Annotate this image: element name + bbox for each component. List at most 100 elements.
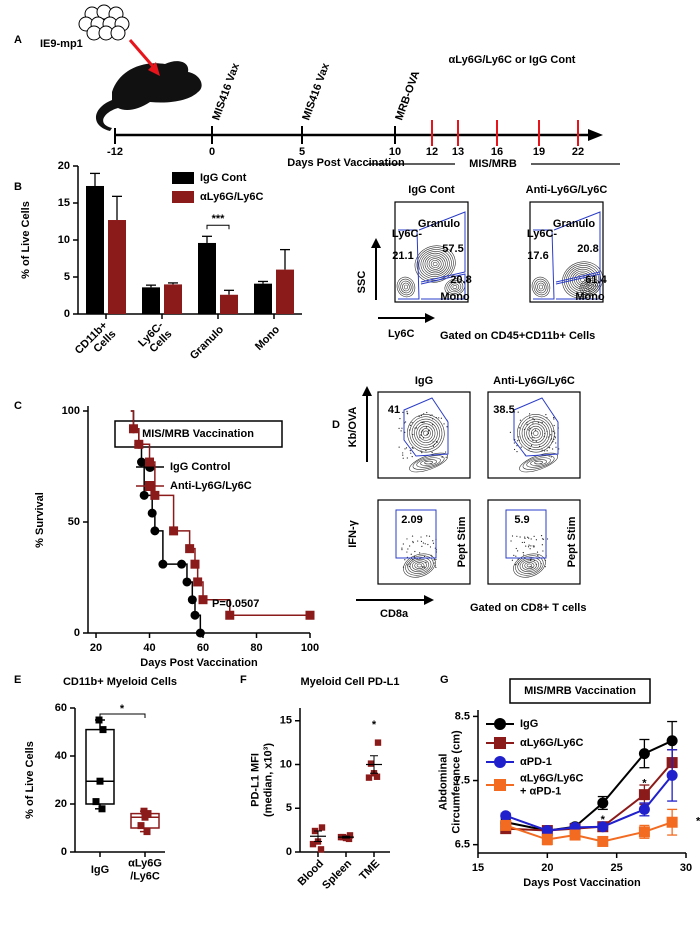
event-dot [419, 552, 421, 554]
event-dot [427, 543, 429, 546]
event-dot [438, 417, 440, 419]
contour [581, 280, 599, 294]
event-dot [541, 421, 543, 423]
y-tick-label: 0 [64, 308, 70, 320]
flow-column-title: IgG [415, 375, 433, 387]
y-tick-label: 15 [280, 715, 292, 727]
significance: *** [212, 213, 226, 225]
contour [522, 455, 555, 470]
gate-value: 41 [388, 404, 400, 416]
event-dot [402, 543, 404, 545]
event-dot [433, 559, 435, 561]
legend-label: αLy6G/Ly6C [200, 191, 263, 203]
event-dot [402, 452, 404, 454]
x-tick-label: 25 [611, 862, 623, 874]
contour-plot [531, 276, 551, 298]
side-label: Pept Stim [566, 516, 578, 567]
contour-plot [407, 414, 445, 453]
chart-title: MIS/MRB Vaccination [524, 685, 636, 697]
event-dot [409, 450, 411, 452]
contour [515, 555, 544, 576]
y-axis-label: SSC [356, 271, 368, 294]
event-dot [518, 436, 520, 438]
event-dot [532, 439, 534, 442]
significance: * [372, 719, 377, 731]
event-dot [550, 434, 552, 436]
survival-step [197, 581, 204, 600]
contour [450, 283, 460, 291]
marker [92, 798, 100, 806]
event-dot [404, 559, 406, 561]
gate-value: 21.1 [392, 250, 413, 262]
event-dot [420, 536, 422, 538]
y-tick-label: 8.5 [455, 710, 470, 722]
y-tick-label: 15 [58, 197, 70, 209]
panel-letter: A [14, 34, 22, 46]
y-tick-label: 20 [58, 160, 70, 172]
x-tick-label: 20 [90, 642, 102, 654]
marker [96, 777, 104, 785]
y-axis-label: IFN-γ [347, 519, 359, 547]
event-label: MRB-OVA [393, 69, 422, 122]
marker [143, 828, 151, 836]
gate-value: 57.5 [442, 243, 463, 255]
event-dot [420, 415, 423, 417]
event-dot [555, 442, 557, 444]
event-dot [554, 437, 556, 439]
timeline-tick-label: 16 [491, 146, 503, 158]
y-axis-label: % of Live Cells [24, 741, 36, 819]
event-dot [404, 448, 406, 450]
annotation: P=0.0507 [212, 598, 259, 610]
marker [494, 756, 506, 768]
y-axis-label: AbdominalCircumference (cm) [437, 730, 462, 834]
legend-swatch [172, 172, 194, 184]
contour [416, 563, 423, 568]
event-dot [531, 566, 533, 568]
contour [428, 258, 442, 270]
event-dot [537, 422, 540, 424]
contour [418, 425, 434, 441]
survival-step [186, 581, 194, 600]
contour [538, 284, 544, 290]
gate [403, 397, 449, 457]
y-axis-label: % Survival [34, 492, 46, 548]
contour [407, 414, 445, 453]
gate [420, 273, 466, 300]
event-dot [414, 550, 416, 553]
gate-value: 38.5 [493, 404, 514, 416]
arrow-head [425, 313, 435, 323]
contour [562, 261, 604, 299]
bar [142, 287, 160, 314]
gate-name: Ly6C- [392, 228, 422, 240]
contour [426, 256, 444, 272]
contour-plot [517, 414, 555, 453]
event-dot [545, 413, 547, 416]
contour [519, 558, 540, 573]
event-dot [528, 544, 530, 546]
marker [345, 835, 353, 843]
event-dot [435, 566, 437, 569]
contour [403, 553, 436, 578]
survival-step [203, 598, 231, 616]
significance: * [642, 778, 647, 790]
event-dot [553, 417, 555, 419]
survival-step [189, 547, 196, 565]
marker [638, 748, 650, 760]
survival-step [194, 614, 202, 633]
marker [145, 481, 155, 491]
legend-label: IgG Control [170, 461, 231, 473]
event-dot [423, 413, 425, 415]
contour [579, 278, 601, 296]
event-dot [515, 547, 517, 550]
event-dot [527, 536, 529, 538]
event-dot [421, 545, 423, 547]
event-dot [542, 550, 544, 552]
x-tick-label: Spleen [320, 858, 354, 892]
flow-title: Anti-Ly6G/Ly6C [526, 184, 608, 196]
survival-step [154, 494, 175, 531]
gate-value: 20.8 [577, 243, 598, 255]
event-dot [517, 411, 519, 413]
marker [494, 737, 506, 749]
event-dot [542, 538, 545, 540]
event-dot [534, 429, 537, 431]
